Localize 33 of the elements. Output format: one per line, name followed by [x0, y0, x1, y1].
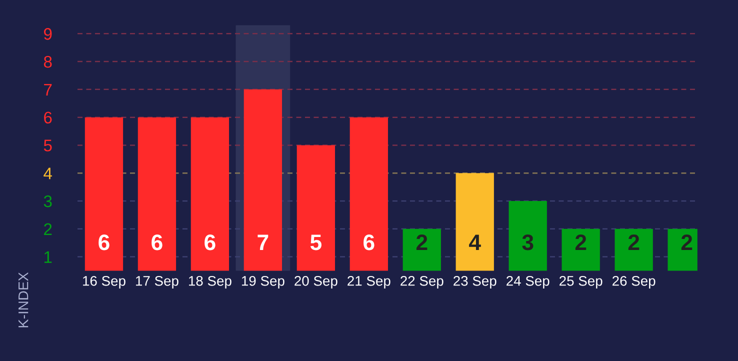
data-label: 6	[152, 234, 162, 250]
y-tick-label: 6	[44, 112, 52, 124]
x-tick-label: 25 Sep	[560, 276, 602, 289]
x-tick-label: 22 Sep	[400, 276, 444, 289]
y-tick-label: 9	[44, 28, 52, 40]
data-label: 2	[416, 234, 428, 250]
y-tick-label: 1	[44, 251, 52, 263]
y-tick-label: 4	[44, 168, 52, 180]
data-label: 7	[258, 234, 268, 250]
data-label: 3	[522, 234, 534, 250]
data-label: 2	[628, 234, 640, 250]
y-tick-label: 7	[44, 84, 52, 96]
y-tick-label: 3	[44, 195, 52, 208]
y-tick-label: 5	[44, 140, 52, 152]
x-tick-label: 21 Sep	[348, 276, 390, 289]
data-label: 2	[681, 234, 692, 250]
data-label: 6	[204, 234, 216, 250]
y-axis-title: K-INDEX	[18, 272, 28, 328]
x-tick-label: 16 Sep	[83, 276, 126, 289]
x-tick-label: 24 Sep	[506, 276, 550, 289]
y-tick-label: 2	[44, 223, 52, 235]
x-tick-label: 18 Sep	[189, 276, 232, 289]
x-tick-label: 20 Sep	[294, 276, 338, 289]
data-label: 6	[364, 234, 374, 250]
x-tick-label: 17 Sep	[136, 276, 178, 289]
data-label: 6	[98, 234, 110, 250]
data-label: 5	[310, 234, 322, 250]
x-tick-label: 23 Sep	[454, 276, 496, 289]
x-tick-label: 26 Sep	[612, 276, 656, 289]
data-label: 4	[469, 234, 481, 250]
x-tick-label: 19 Sep	[242, 276, 284, 289]
y-tick-label: 8	[44, 56, 52, 68]
data-label: 2	[575, 234, 586, 250]
